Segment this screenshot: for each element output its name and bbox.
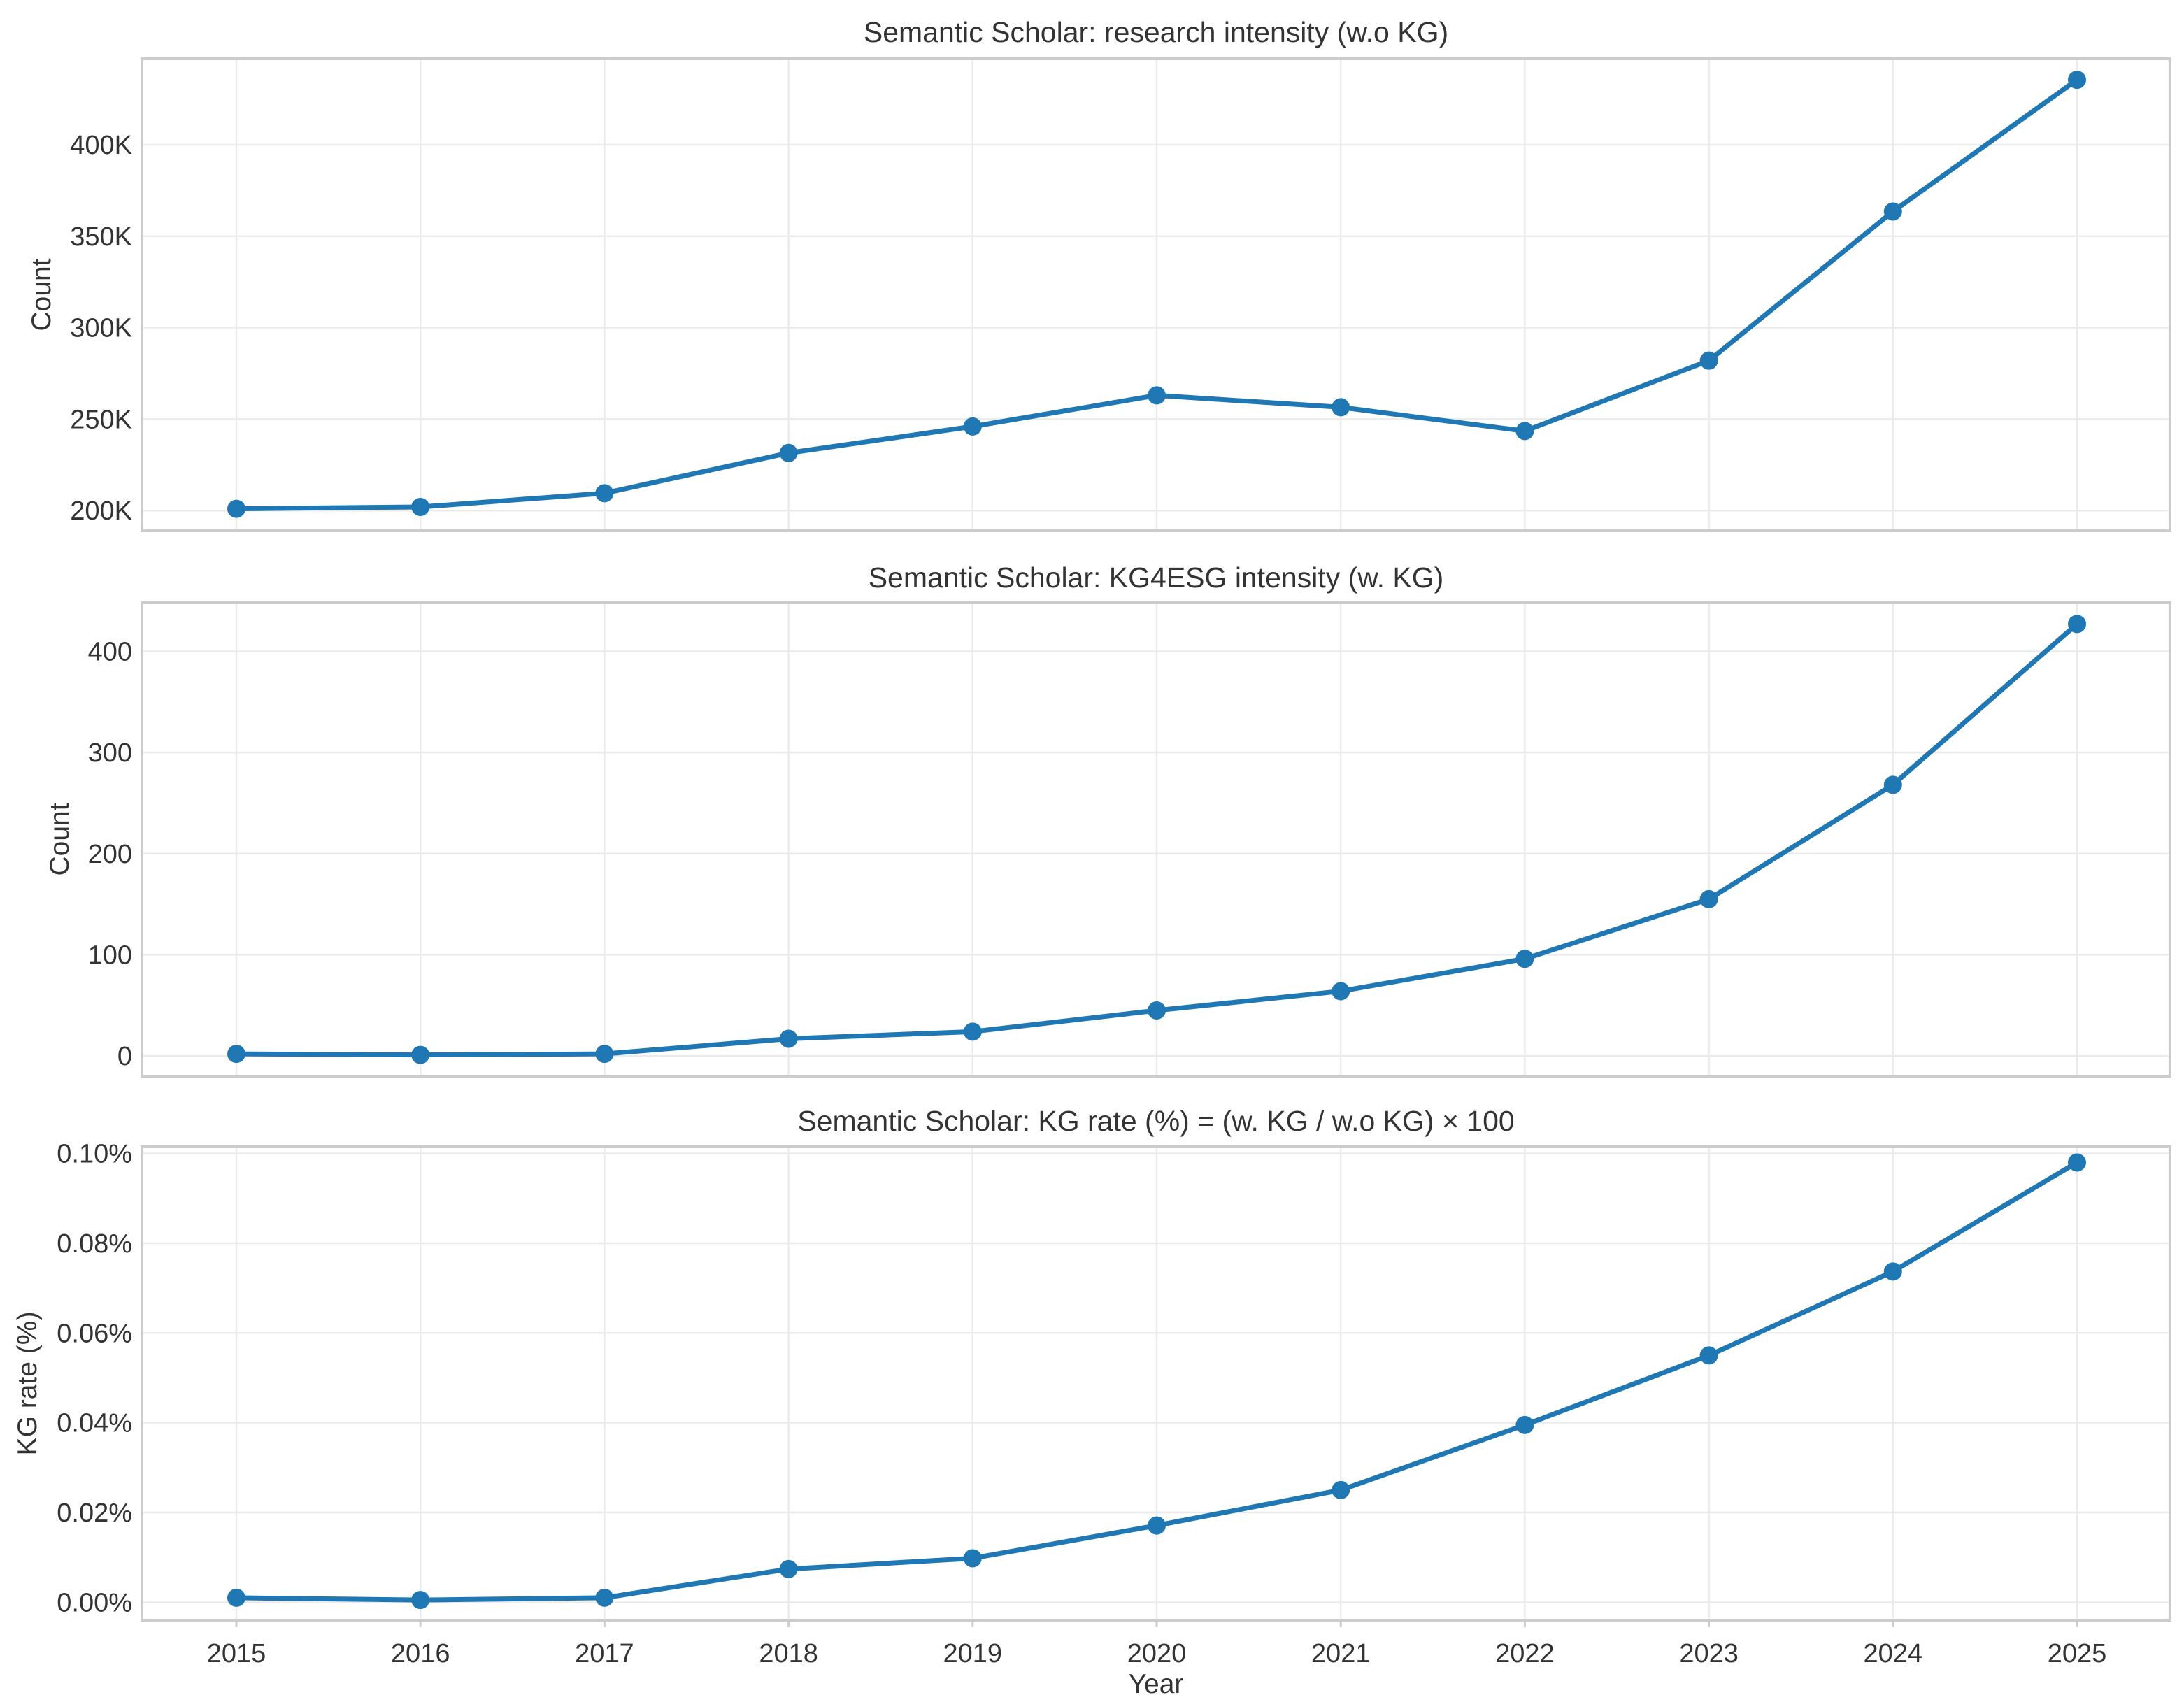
x-tick-label: 2023 [1679, 1639, 1739, 1668]
data-point-2025 [2068, 1153, 2086, 1172]
data-point-2019 [963, 1022, 982, 1041]
data-point-2022 [1515, 1415, 1534, 1434]
data-point-2015 [227, 1588, 245, 1607]
x-tick-label: 2024 [1864, 1639, 1923, 1668]
data-point-2021 [1332, 398, 1350, 417]
data-point-2019 [963, 417, 982, 436]
y-axis-label: KG rate (%) [13, 1312, 43, 1456]
data-point-2017 [595, 1045, 614, 1064]
data-point-2020 [1148, 1001, 1166, 1020]
data-point-2018 [779, 443, 798, 462]
y-tick-label: 0.08% [57, 1229, 132, 1259]
y-tick-label: 0.06% [57, 1319, 132, 1348]
data-point-2016 [411, 497, 430, 516]
data-point-2016 [411, 1045, 430, 1064]
y-tick-label: 0 [117, 1042, 132, 1071]
y-tick-label: 0.00% [57, 1588, 132, 1617]
x-axis-label: Year [1129, 1669, 1184, 1695]
y-tick-label: 250K [70, 405, 132, 434]
y-axis-label: Count [27, 258, 57, 331]
chart-panel-3: 0.00% 0.02% 0.04% 0.06% 0.08% 0.10% Semantic S… [13, 1105, 2171, 1695]
y-tick-label: 200K [70, 496, 132, 526]
x-tick-label: 2021 [1311, 1639, 1371, 1668]
chart-panel-1: 200K 250K 300K 350K 400K Semantic Scholar: re… [27, 16, 2171, 532]
data-point-2021 [1332, 1480, 1350, 1499]
data-point-2017 [595, 1588, 614, 1607]
y-tick-label: 0.02% [57, 1499, 132, 1528]
data-point-2021 [1332, 982, 1350, 1001]
data-point-2018 [779, 1559, 798, 1578]
y-tick-label: 400 [88, 637, 132, 666]
y-tick-label: 400K [70, 131, 132, 160]
x-tick-label: 2017 [575, 1639, 634, 1668]
x-tick-label: 2016 [391, 1639, 450, 1668]
data-point-2024 [1883, 1262, 1902, 1281]
y-axis-label: Count [45, 803, 75, 875]
x-tick-label: 2020 [1127, 1639, 1187, 1668]
data-point-2020 [1148, 386, 1166, 405]
chart-title: Semantic Scholar: KG rate (%) = (w. KG /… [797, 1105, 1514, 1137]
x-tick-label: 2025 [2048, 1639, 2107, 1668]
data-point-2020 [1148, 1516, 1166, 1535]
data-point-2023 [1699, 1346, 1718, 1365]
data-point-2022 [1515, 950, 1534, 968]
data-point-2023 [1699, 889, 1718, 908]
x-tick-label: 2015 [207, 1639, 266, 1668]
plot-frame [141, 601, 2171, 1078]
data-point-2018 [779, 1029, 798, 1048]
data-point-2022 [1515, 422, 1534, 441]
data-point-2024 [1883, 202, 1902, 221]
plot-frame [141, 57, 2171, 532]
data-point-2025 [2068, 615, 2086, 634]
data-point-2016 [411, 1591, 430, 1610]
data-point-2023 [1699, 351, 1718, 370]
data-point-2019 [963, 1549, 982, 1568]
y-tick-label: 0.10% [57, 1140, 132, 1169]
x-tick-label: 2022 [1495, 1639, 1555, 1668]
chart-title: Semantic Scholar: KG4ESG intensity (w. K… [869, 562, 1444, 594]
chart-title: Semantic Scholar: research intensity (w.… [864, 16, 1448, 48]
y-tick-label: 200 [88, 840, 132, 869]
y-tick-label: 100 [88, 941, 132, 970]
data-point-2015 [227, 1045, 245, 1064]
y-tick-label: 0.04% [57, 1409, 132, 1438]
chart-panel-2: 0 100 200 300 400 Semantic Scholar: KG4ESG in… [45, 562, 2171, 1078]
data-point-2024 [1883, 775, 1902, 794]
data-point-2015 [227, 499, 245, 518]
y-tick-label: 350K [70, 222, 132, 252]
y-tick-label: 300 [88, 738, 132, 768]
data-point-2025 [2068, 71, 2086, 90]
x-tick-label: 2019 [943, 1639, 1003, 1668]
y-tick-label: 300K [70, 314, 132, 343]
x-tick-label: 2018 [759, 1639, 818, 1668]
data-point-2017 [595, 484, 614, 503]
